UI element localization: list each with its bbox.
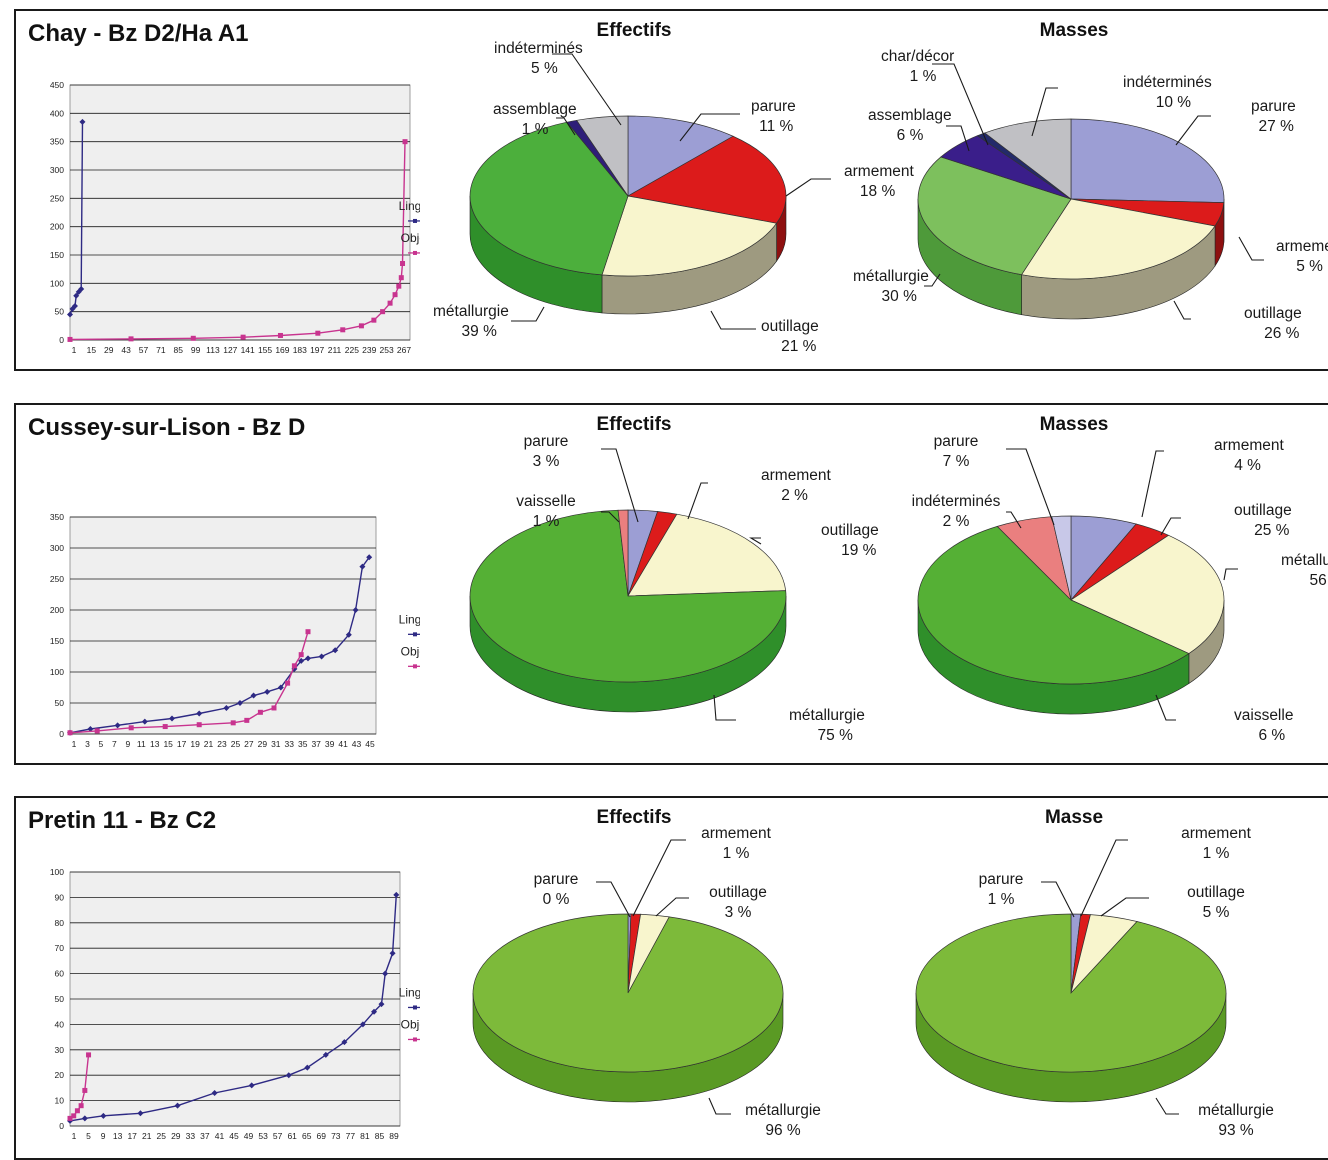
slice-percent: 1 % <box>910 68 937 85</box>
leader-line <box>1161 518 1181 535</box>
slice-percent: 39 % <box>462 323 498 340</box>
slice-percent: 2 % <box>781 487 808 504</box>
leader-line <box>1142 451 1164 517</box>
leader-line <box>1081 840 1128 916</box>
slice-label: outillage <box>709 884 767 901</box>
pie-slice <box>916 914 1226 1072</box>
leader-line <box>711 311 756 329</box>
slice-label: parure <box>751 98 796 115</box>
leader-line <box>1156 1098 1179 1114</box>
leader-line <box>786 179 831 196</box>
slice-label: outillage <box>821 522 879 539</box>
slice-percent: 25 % <box>1254 522 1290 539</box>
slice-label: assemblage <box>868 107 952 124</box>
slice-label: outillage <box>761 318 819 335</box>
slice-label: outillage <box>1234 502 1292 519</box>
slice-percent: 6 % <box>897 127 924 144</box>
slice-label: armement <box>761 467 831 484</box>
slice-percent: 5 % <box>531 60 558 77</box>
slice-label: métallurgie <box>853 268 929 285</box>
slice-percent: 5 % <box>1203 904 1230 921</box>
leader-line <box>511 307 544 321</box>
slice-label: char/décor <box>881 48 954 65</box>
slice-label: outillage <box>1244 305 1302 322</box>
pie-charts: parure 11 % armement 18 % outillage 21 % métal… <box>16 11 1328 367</box>
slice-label: armement <box>844 163 914 180</box>
leader-line <box>1224 569 1238 580</box>
pie-charts: parure 3 % armement 2 % outillage 19 % métallu… <box>16 405 1328 761</box>
slice-percent: 1 % <box>723 845 750 862</box>
slice-label: parure <box>1251 98 1296 115</box>
slice-percent: 1 % <box>533 513 560 530</box>
slice-percent: 5 % <box>1296 258 1323 275</box>
slice-label: parure <box>934 433 979 450</box>
slice-label: métallurgie <box>789 707 865 724</box>
slice-label: métallurgie <box>433 303 509 320</box>
pie-slice <box>1071 119 1224 203</box>
slice-percent: 21 % <box>781 338 817 355</box>
leader-line <box>1239 237 1264 260</box>
slice-percent: 3 % <box>725 904 752 921</box>
slice-percent: 1 % <box>1203 845 1230 862</box>
leader-line <box>1041 882 1074 917</box>
slice-percent: 4 % <box>1234 457 1261 474</box>
slice-percent: 1 % <box>988 891 1015 908</box>
leader-line <box>633 840 686 916</box>
slice-label: vaisselle <box>1234 707 1293 724</box>
leader-line <box>1174 301 1191 319</box>
slice-percent: 11 % <box>759 118 793 135</box>
pie-slice <box>473 914 783 1072</box>
slice-label: indéterminés <box>1123 74 1212 91</box>
slice-percent: 6 % <box>1258 727 1285 744</box>
slice-percent: 1 % <box>522 121 549 138</box>
slice-percent: 75 % <box>818 727 854 744</box>
slice-label: armement <box>1181 825 1251 842</box>
slice-label: indéterminés <box>912 493 1001 510</box>
leader-line <box>1101 898 1149 916</box>
slice-percent: 96 % <box>765 1122 801 1139</box>
slice-percent: 0 % <box>543 891 570 908</box>
slice-label: armement <box>701 825 771 842</box>
slice-percent: 27 % <box>1259 118 1295 135</box>
slice-percent: 10 % <box>1156 94 1192 111</box>
pie-charts: parure 0 % armement 1 % outillage 3 % métallur… <box>16 798 1328 1156</box>
slice-percent: 3 % <box>533 453 560 470</box>
slice-percent: 18 % <box>860 183 896 200</box>
slice-label: métallurgie <box>1198 1102 1274 1119</box>
slice-percent: 93 % <box>1218 1122 1254 1139</box>
slice-label: indéterminés <box>494 40 583 57</box>
leader-line <box>656 898 689 916</box>
leader-line <box>709 1098 731 1114</box>
slice-label: armement <box>1276 238 1328 255</box>
slice-percent: 7 % <box>943 453 970 470</box>
slice-label: vaisselle <box>516 493 575 510</box>
slice-label: parure <box>979 871 1024 888</box>
slice-label: armement <box>1214 437 1284 454</box>
slice-label: parure <box>534 871 579 888</box>
leader-line <box>714 695 736 720</box>
leader-line <box>932 64 988 145</box>
slice-label: métallurgie <box>1281 552 1328 569</box>
leader-line <box>596 882 630 917</box>
leader-line <box>1006 449 1054 525</box>
slice-percent: 19 % <box>841 542 877 559</box>
slice-label: parure <box>524 433 569 450</box>
slice-label: métallurgie <box>745 1102 821 1119</box>
slice-percent: 2 % <box>943 513 970 530</box>
leader-line <box>1176 116 1211 145</box>
slice-label: assemblage <box>493 101 577 118</box>
slice-percent: 56 % <box>1310 572 1328 589</box>
slice-label: outillage <box>1187 884 1245 901</box>
leader-line <box>688 483 708 519</box>
slice-percent: 26 % <box>1264 325 1300 342</box>
slice-percent: 30 % <box>882 288 918 305</box>
